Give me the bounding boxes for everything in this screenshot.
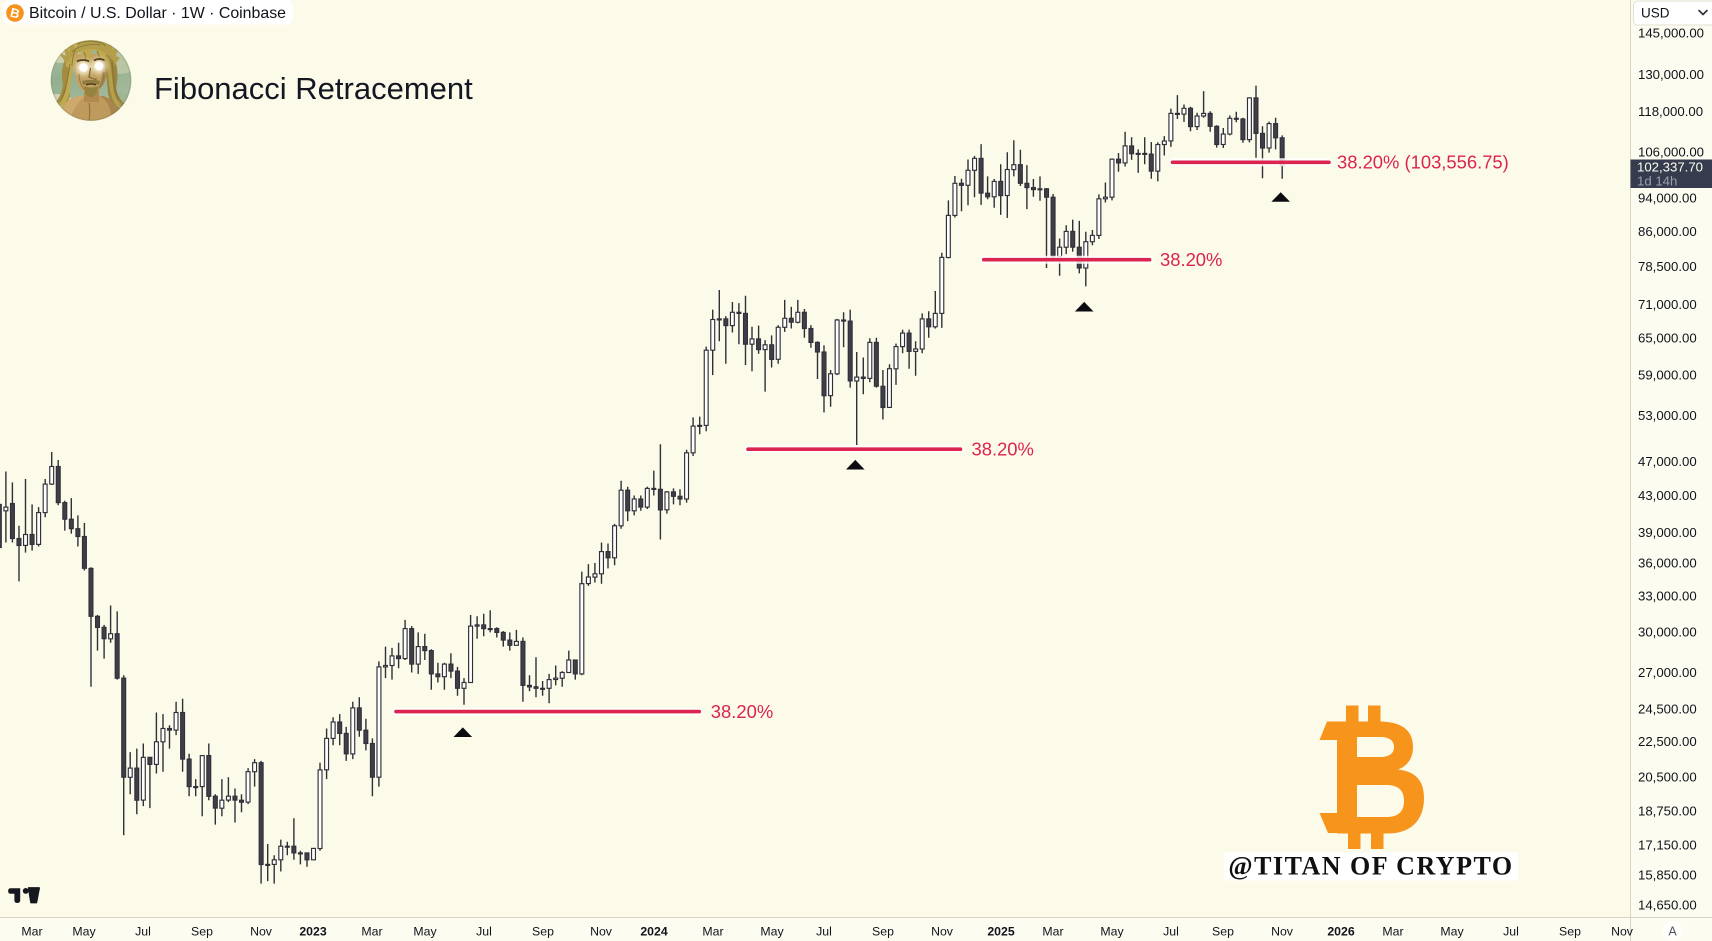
svg-text:43,000.00: 43,000.00: [1638, 488, 1697, 503]
svg-text:71,000.00: 71,000.00: [1638, 297, 1697, 312]
svg-text:30,000.00: 30,000.00: [1638, 625, 1697, 640]
svg-text:2024: 2024: [640, 925, 668, 939]
svg-text:2023: 2023: [299, 925, 327, 939]
svg-text:Nov: Nov: [1271, 925, 1294, 939]
svg-text:Jul: Jul: [476, 925, 492, 939]
svg-text:Sep: Sep: [872, 925, 894, 939]
svg-text:39,000.00: 39,000.00: [1638, 525, 1697, 540]
svg-text:59,000.00: 59,000.00: [1638, 367, 1697, 382]
svg-text:Sep: Sep: [1559, 925, 1581, 939]
svg-text:47,000.00: 47,000.00: [1638, 454, 1697, 469]
svg-text:Mar: Mar: [1382, 925, 1403, 939]
svg-text:38.20%: 38.20%: [711, 701, 773, 722]
svg-text:Nov: Nov: [590, 925, 613, 939]
svg-text:17,150.00: 17,150.00: [1638, 837, 1697, 852]
svg-text:38.20%: 38.20%: [1160, 249, 1222, 270]
svg-text:Sep: Sep: [191, 925, 213, 939]
svg-text:Nov: Nov: [931, 925, 954, 939]
svg-text:15,850.00: 15,850.00: [1638, 867, 1697, 882]
svg-text:Sep: Sep: [532, 925, 554, 939]
svg-text:102,337.70: 102,337.70: [1637, 160, 1703, 175]
svg-text:53,000.00: 53,000.00: [1638, 408, 1697, 423]
svg-text:24,500.00: 24,500.00: [1638, 702, 1697, 717]
svg-text:Jul: Jul: [1163, 925, 1179, 939]
svg-text:Fibonacci Retracement: Fibonacci Retracement: [154, 71, 473, 106]
svg-text:65,000.00: 65,000.00: [1638, 331, 1697, 346]
svg-text:Bitcoin / U.S. Dollar · 1W · C: Bitcoin / U.S. Dollar · 1W · Coinbase: [29, 5, 286, 22]
svg-text:Nov: Nov: [1611, 925, 1634, 939]
svg-text:38.20% (103,556.75): 38.20% (103,556.75): [1337, 152, 1509, 173]
svg-text:Jul: Jul: [135, 925, 151, 939]
svg-text:94,000.00: 94,000.00: [1638, 190, 1697, 205]
svg-text:2025: 2025: [987, 925, 1015, 939]
svg-text:May: May: [72, 925, 96, 939]
svg-text:106,000.00: 106,000.00: [1638, 145, 1704, 160]
svg-text:20,500.00: 20,500.00: [1638, 770, 1697, 785]
svg-text:Jul: Jul: [1503, 925, 1519, 939]
svg-text:May: May: [413, 925, 437, 939]
svg-text:78,500.00: 78,500.00: [1638, 259, 1697, 274]
svg-text:36,000.00: 36,000.00: [1638, 555, 1697, 570]
svg-text:USD: USD: [1641, 6, 1670, 21]
svg-text:A: A: [1668, 925, 1677, 939]
svg-text:86,000.00: 86,000.00: [1638, 224, 1697, 239]
svg-text:Mar: Mar: [1042, 925, 1063, 939]
svg-text:145,000.00: 145,000.00: [1638, 25, 1704, 40]
svg-text:27,000.00: 27,000.00: [1638, 665, 1697, 680]
svg-text:33,000.00: 33,000.00: [1638, 588, 1697, 603]
svg-text:14,650.00: 14,650.00: [1638, 897, 1697, 912]
svg-text:May: May: [1100, 925, 1124, 939]
svg-text:Jul: Jul: [816, 925, 832, 939]
svg-text:118,000.00: 118,000.00: [1638, 104, 1703, 119]
svg-text:Mar: Mar: [21, 925, 42, 939]
svg-text:18,750.00: 18,750.00: [1638, 804, 1697, 819]
svg-text:B: B: [9, 5, 22, 22]
svg-text:38.20%: 38.20%: [972, 439, 1034, 460]
svg-text:1d 14h: 1d 14h: [1637, 173, 1677, 188]
svg-text:@TITAN OF CRYPTO: @TITAN OF CRYPTO: [1228, 852, 1513, 881]
svg-text:Sep: Sep: [1212, 925, 1234, 939]
svg-text:2026: 2026: [1327, 925, 1355, 939]
svg-text:130,000.00: 130,000.00: [1638, 67, 1704, 82]
svg-text:Mar: Mar: [361, 925, 382, 939]
svg-text:22,500.00: 22,500.00: [1638, 734, 1697, 749]
svg-text:May: May: [760, 925, 784, 939]
svg-text:Mar: Mar: [702, 925, 723, 939]
svg-text:May: May: [1440, 925, 1464, 939]
svg-text:Nov: Nov: [250, 925, 273, 939]
